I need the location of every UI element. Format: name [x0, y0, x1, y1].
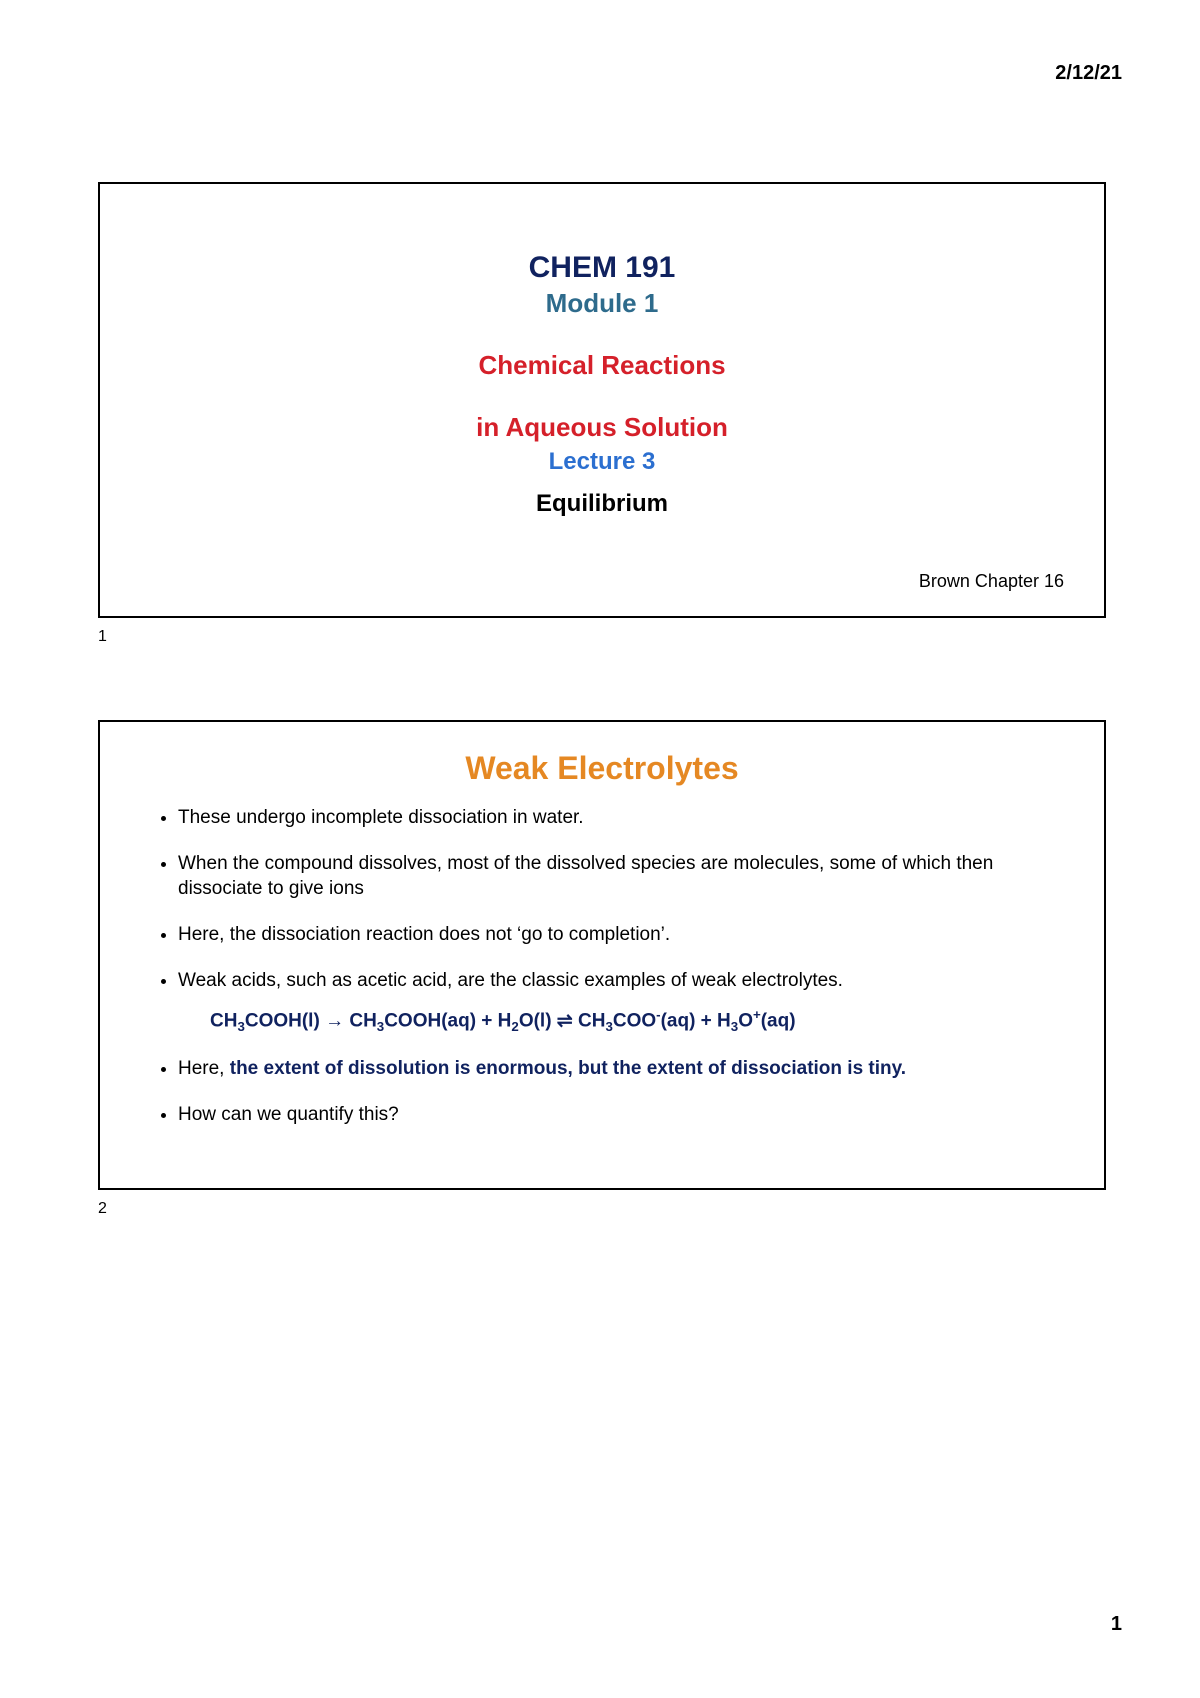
eq-s3c: 3 [605, 1019, 612, 1034]
module-label: Module 1 [100, 287, 1104, 321]
topic-line-2: in Aqueous Solution [100, 411, 1104, 445]
lecture-subtitle: Equilibrium [100, 488, 1104, 519]
slide-2: Weak Electrolytes These undergo incomple… [98, 720, 1106, 1190]
slide-index-2: 2 [98, 1200, 107, 1218]
chemical-equation: CH3COOH(l) → CH3COOH(aq) + H2O(l) ⇌ CH3C… [100, 1007, 1104, 1034]
bullet-5-prefix: Here, [178, 1058, 230, 1079]
eq-p2: COOH(l) → CH [245, 1011, 377, 1032]
eq-p1: CH [210, 1011, 237, 1032]
slide2-title: Weak Electrolytes [100, 722, 1104, 787]
eq-p6: (aq) + H [661, 1011, 731, 1032]
eq-p7: O [738, 1011, 753, 1032]
eq-supplus: + [753, 1007, 761, 1022]
page-date: 2/12/21 [1055, 62, 1122, 85]
reference-label: Brown Chapter 16 [919, 571, 1064, 592]
bullet-1: These undergo incomplete dissociation in… [178, 805, 1044, 831]
bullet-list-2: Here, the extent of dissolution is enorm… [100, 1056, 1104, 1127]
eq-p3: COOH(aq) + H [384, 1011, 511, 1032]
topic-line-1: Chemical Reactions [100, 349, 1104, 383]
bullet-2: When the compound dissolves, most of the… [178, 851, 1044, 902]
eq-p4: O(l) ⇌ CH [519, 1011, 606, 1032]
slide-1: CHEM 191 Module 1 Chemical Reactions in … [98, 182, 1106, 618]
slide-index-1: 1 [98, 628, 107, 646]
bullet-5: Here, the extent of dissolution is enorm… [178, 1056, 1044, 1082]
slide1-title-block: CHEM 191 Module 1 Chemical Reactions in … [100, 184, 1104, 519]
bullet-3: Here, the dissociation reaction does not… [178, 922, 1044, 948]
eq-s3a: 3 [237, 1019, 244, 1034]
page-number: 1 [1111, 1613, 1122, 1636]
lecture-label: Lecture 3 [100, 446, 1104, 477]
bullet-list: These undergo incomplete dissociation in… [100, 787, 1104, 993]
eq-s2a: 2 [511, 1019, 518, 1034]
eq-p8: (aq) [761, 1011, 796, 1032]
bullet-6: How can we quantify this? [178, 1102, 1044, 1128]
eq-p5: COO [613, 1011, 656, 1032]
bullet-5-bold: the extent of dissolution is enormous, b… [230, 1058, 906, 1079]
bullet-4: Weak acids, such as acetic acid, are the… [178, 968, 1044, 994]
course-code: CHEM 191 [100, 248, 1104, 287]
